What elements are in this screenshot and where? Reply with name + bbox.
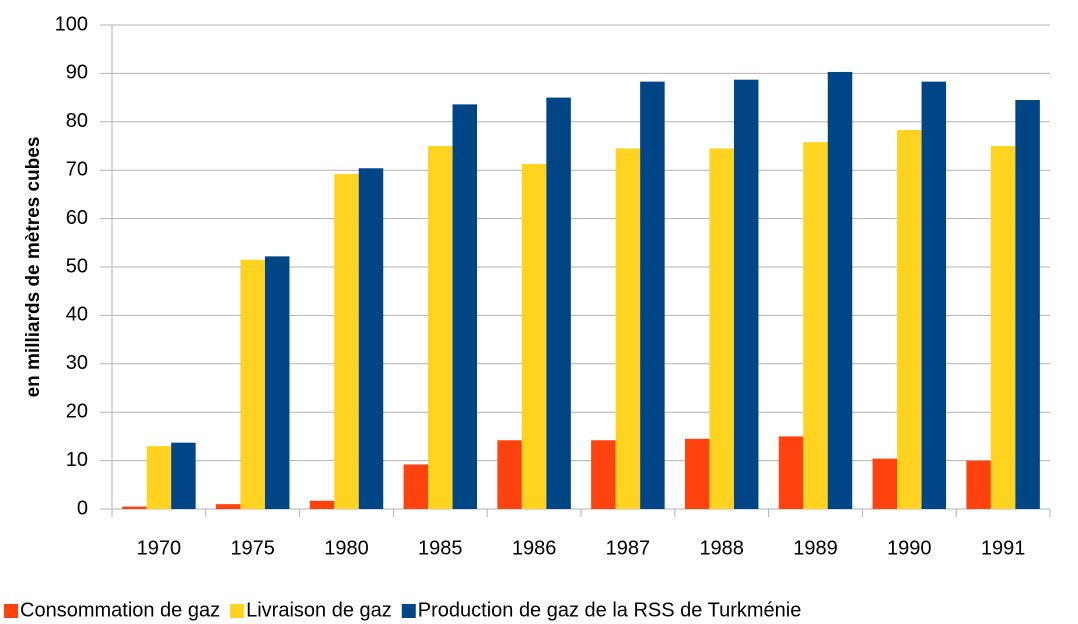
bar — [733, 79, 759, 509]
bar — [264, 256, 290, 509]
legend-label: Consommation de gaz — [20, 599, 220, 621]
bar — [428, 146, 453, 509]
y-tick-label: 30 — [66, 352, 88, 374]
x-tick-label: 1970 — [137, 537, 182, 559]
bar — [897, 130, 922, 509]
x-tick-label: 1991 — [981, 537, 1026, 559]
bar — [591, 440, 616, 509]
bar — [966, 460, 991, 509]
y-tick-label: 100 — [55, 13, 88, 35]
bar — [521, 163, 547, 509]
bar — [615, 148, 641, 510]
bar — [452, 104, 478, 509]
legend-label: Production de gaz de la RSS de Turkménie — [418, 599, 802, 621]
bar — [403, 464, 429, 509]
y-axis-label: en milliards de mètres cubes — [23, 137, 44, 398]
bar — [497, 440, 522, 509]
bar — [1015, 100, 1040, 510]
bar — [990, 146, 1016, 509]
bar — [640, 81, 665, 510]
y-tick-label: 20 — [66, 400, 88, 422]
bar — [803, 142, 828, 510]
y-tick-label: 40 — [66, 304, 88, 326]
legend-swatch — [230, 604, 245, 618]
y-tick-label: 90 — [66, 62, 88, 84]
y-tick-label: 80 — [66, 110, 88, 132]
x-tick-label: 1988 — [699, 537, 744, 559]
bar — [122, 506, 147, 509]
bar — [240, 259, 265, 509]
bar — [171, 442, 196, 509]
y-tick-label: 50 — [66, 255, 88, 277]
bar — [334, 174, 359, 509]
x-tick-label: 1987 — [606, 537, 651, 559]
bar — [546, 97, 571, 509]
y-tick-label: 0 — [77, 497, 88, 519]
legend-swatch — [401, 604, 416, 618]
x-tick-label: 1980 — [324, 537, 369, 559]
bar — [921, 81, 947, 510]
bar — [827, 71, 853, 509]
bar — [684, 438, 710, 509]
bar — [872, 458, 898, 509]
x-tick-label: 1986 — [512, 537, 557, 559]
bar — [146, 446, 172, 509]
x-tick-label: 1990 — [887, 537, 932, 559]
bar — [215, 504, 241, 509]
x-tick-label: 1989 — [793, 537, 838, 559]
y-tick-label: 70 — [66, 158, 88, 180]
bar — [309, 500, 335, 509]
legend-label: Livraison de gaz — [246, 599, 392, 621]
legend-swatch — [4, 604, 18, 618]
bar — [709, 148, 734, 510]
bar — [358, 168, 384, 510]
x-tick-label: 1975 — [230, 537, 275, 559]
bar — [778, 436, 804, 509]
y-tick-label: 10 — [66, 449, 88, 471]
y-tick-label: 60 — [66, 207, 88, 229]
x-tick-label: 1985 — [418, 537, 463, 559]
